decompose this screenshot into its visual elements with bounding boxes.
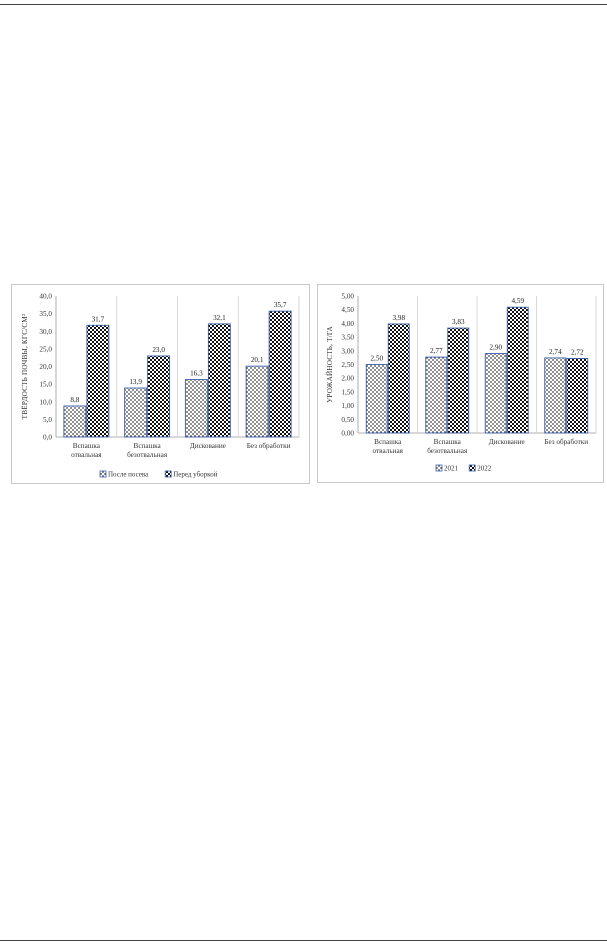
y-tick-label: 3,50 [341,334,354,342]
y-axis-label: УРОЖАЙНОСТЬ, Т/ГА [325,326,334,403]
data-label: 3,83 [452,318,465,326]
y-tick-label: 35,0 [39,310,52,318]
y-tick-label: 2,50 [341,361,354,369]
legend-swatch [164,470,172,478]
data-label: 32,1 [213,314,226,322]
y-tick-label: 30,0 [39,328,52,336]
y-tick-label: 40,0 [39,293,52,301]
y-tick-label: 2,00 [341,375,354,383]
legend-label: После посева [108,471,149,479]
category-label: Без обработки [544,438,588,446]
legend-swatch [99,470,107,478]
y-tick-label: 3,00 [341,347,354,355]
legend-label: 2021 [444,465,459,473]
y-tick-label: 5,00 [341,293,354,301]
legend-label: Перед уборкой [173,471,218,479]
category-label: Вспашка безотвальная [127,442,168,459]
bar-series-2 [207,323,231,438]
soil-hardness-chart-svg: 0,0 5,0 10,0 15,0 20,0 25,0 30,0 35,0 40,0 ТВЁРДО… [20,293,300,479]
legend-swatch [468,464,476,472]
y-tick-label: 20,0 [39,363,52,371]
y-tick-label: 0,00 [341,430,354,438]
data-label: 35,7 [274,301,287,309]
y-tick-label: 10,0 [39,398,52,406]
category-label: Дискование [190,442,226,450]
data-label: 2,50 [370,355,383,363]
y-tick-label: 4,00 [341,320,354,328]
category-label: Вспашка отвальная [373,438,404,455]
bar-series-2 [147,355,171,438]
yield-chart: 0,00 0,50 1,00 1,50 2,00 2,50 3,00 3,50 4,00 4,50… [317,284,604,483]
bar-series-1 [184,379,208,438]
data-label: 2,77 [430,347,443,355]
y-tick-label: 1,00 [341,402,354,410]
category-label: Вспашка безотвальная [427,438,468,455]
data-label: 2,74 [549,348,562,356]
bar-series-1 [63,405,87,438]
bar-series-2 [447,327,470,434]
bar-series-1 [365,364,388,434]
bar-series-2 [387,323,410,434]
y-tick-label: 25,0 [39,345,52,353]
data-label: 16,3 [190,370,203,378]
bar-series-2 [268,310,292,438]
bar-series-2 [86,324,110,438]
data-label: 2,90 [489,344,502,352]
yield-chart-svg: 0,00 0,50 1,00 1,50 2,00 2,50 3,00 3,50 4,00 4,50… [325,293,597,473]
legend-label: 2022 [477,465,492,473]
y-axis-label: ТВЁРДОСТЬ ПОЧВЫ, КГС/СМ² [20,314,29,420]
data-label: 3,98 [392,314,405,322]
y-tick-label: 4,50 [341,306,354,314]
category-label: Без обработки [247,442,291,450]
bar-series-1 [544,357,567,434]
bar-series-1 [425,356,448,434]
legend-swatch [435,464,443,472]
bar-series-2 [566,358,589,434]
data-label: 4,59 [511,297,524,305]
bar-series-2 [506,306,529,434]
bar-series-1 [124,387,148,438]
bar-series-1 [484,353,507,434]
y-tick-label: 5,0 [43,416,52,424]
top-rule [0,4,607,5]
bar-series-1 [245,365,269,438]
y-tick-label: 15,0 [39,381,52,389]
category-label: Дискование [489,438,525,446]
data-label: 23,0 [152,346,165,354]
y-tick-label: 0,0 [43,434,52,442]
data-label: 2,72 [571,348,584,356]
data-label: 8,8 [70,396,79,404]
soil-hardness-chart: 0,0 5,0 10,0 15,0 20,0 25,0 30,0 35,0 40,0 ТВЁРДО… [11,284,310,484]
y-tick-label: 1,50 [341,388,354,396]
y-tick-label: 0,50 [341,416,354,424]
category-label: Вспашка отвальная [71,442,102,459]
data-label: 20,1 [251,356,264,364]
data-label: 31,7 [92,315,105,323]
bottom-rule [0,940,607,941]
data-label: 13,9 [129,378,142,386]
